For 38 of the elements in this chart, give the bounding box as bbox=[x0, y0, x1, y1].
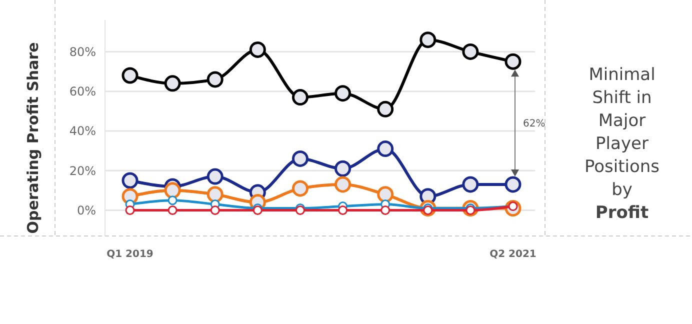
point bbox=[334, 176, 352, 193]
y-tick-label: 80% bbox=[69, 44, 96, 59]
point bbox=[504, 176, 522, 193]
point bbox=[334, 160, 352, 177]
x-tick-label: Q1 2019 bbox=[106, 249, 154, 260]
y-tick-label: 60% bbox=[69, 84, 96, 99]
point bbox=[164, 182, 181, 199]
point bbox=[420, 32, 436, 48]
y-axis-title: Operating Profit Share bbox=[24, 42, 42, 234]
point bbox=[504, 53, 522, 70]
text: Minimal Shift in Major Player Positions by Profit bbox=[584, 65, 660, 223]
point bbox=[380, 205, 390, 215]
y-tick-label: 40% bbox=[69, 124, 96, 138]
x-tick-label: Q2 2021 bbox=[490, 249, 536, 260]
point bbox=[122, 67, 138, 84]
annotation: 62% bbox=[523, 118, 546, 130]
point bbox=[292, 180, 308, 197]
point bbox=[292, 150, 308, 167]
point bbox=[125, 205, 135, 215]
point bbox=[168, 205, 178, 215]
point bbox=[462, 176, 479, 193]
point bbox=[377, 100, 394, 118]
point bbox=[249, 41, 266, 58]
y-tick-label: 0% bbox=[76, 203, 96, 218]
point bbox=[292, 89, 308, 106]
point bbox=[210, 205, 220, 215]
point bbox=[338, 205, 348, 215]
point bbox=[462, 43, 479, 60]
point bbox=[377, 140, 394, 158]
point bbox=[377, 186, 394, 203]
point bbox=[334, 85, 352, 102]
point bbox=[206, 71, 224, 88]
point bbox=[168, 196, 178, 206]
y-tick-label: 20% bbox=[69, 164, 96, 178]
point bbox=[206, 168, 224, 185]
point bbox=[206, 186, 224, 203]
point bbox=[164, 75, 181, 92]
point bbox=[122, 172, 138, 189]
